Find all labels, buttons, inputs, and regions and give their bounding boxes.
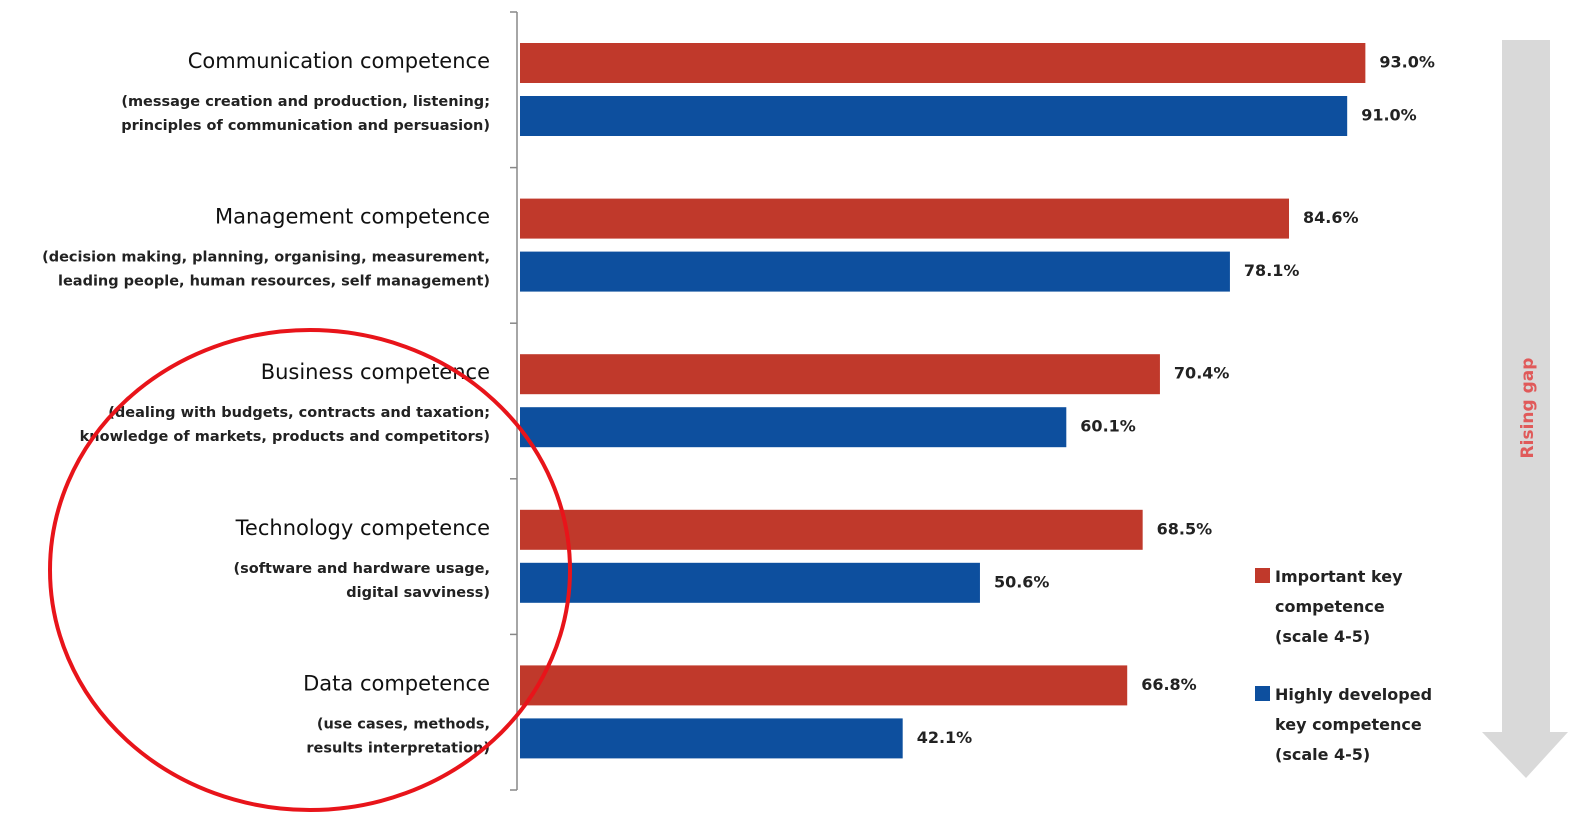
category-note: leading people, human resources, self ma… [58, 274, 490, 290]
legend-item: Important key competence (scale 4-5) [1255, 562, 1455, 652]
value-label: 66.8% [1141, 675, 1197, 694]
value-label: 70.4% [1174, 364, 1230, 383]
category-note: (decision making, planning, organising, … [42, 250, 490, 266]
category-note: results interpretation) [306, 740, 490, 756]
bar [520, 562, 980, 603]
category-label: Management competence [215, 205, 490, 229]
legend-label: Highly developed key competence (scale 4… [1275, 685, 1433, 764]
category-note: principles of communication and persuasi… [121, 118, 490, 134]
category-label: Communication competence [188, 49, 490, 73]
category-note: (use cases, methods, [317, 716, 490, 732]
legend-item: Highly developed key competence (scale 4… [1255, 680, 1455, 770]
category-note: knowledge of markets, products and compe… [80, 429, 490, 445]
bar [520, 509, 1143, 550]
legend-swatch [1255, 568, 1270, 583]
bar [520, 407, 1067, 448]
category-note: (software and hardware usage, [233, 561, 490, 577]
legend-label: Important key competence (scale 4-5) [1275, 567, 1403, 646]
value-label: 78.1% [1244, 261, 1300, 280]
bar [520, 354, 1160, 395]
category-label: Technology competence [235, 516, 490, 540]
annotation: Rising gap [1518, 358, 1538, 459]
bar [520, 198, 1290, 239]
value-label: 42.1% [917, 728, 973, 747]
category-label: Data competence [303, 671, 490, 695]
category-note: digital savviness) [346, 585, 490, 601]
bar [520, 718, 903, 759]
value-label: 93.0% [1379, 53, 1435, 72]
category-label: Business competence [261, 360, 490, 384]
value-label: 60.1% [1080, 417, 1136, 436]
legend-swatch [1255, 686, 1270, 701]
value-label: 50.6% [994, 572, 1050, 591]
bar [520, 665, 1128, 706]
value-label: 84.6% [1303, 208, 1359, 227]
bar [520, 96, 1348, 136]
value-label: 68.5% [1157, 519, 1213, 538]
category-note: (message creation and production, listen… [121, 94, 490, 110]
bar [520, 43, 1366, 83]
value-label: 91.0% [1361, 106, 1417, 125]
gap-arrow [1482, 40, 1568, 778]
category-note: (dealing with budgets, contracts and tax… [108, 405, 490, 421]
bar [520, 251, 1230, 292]
